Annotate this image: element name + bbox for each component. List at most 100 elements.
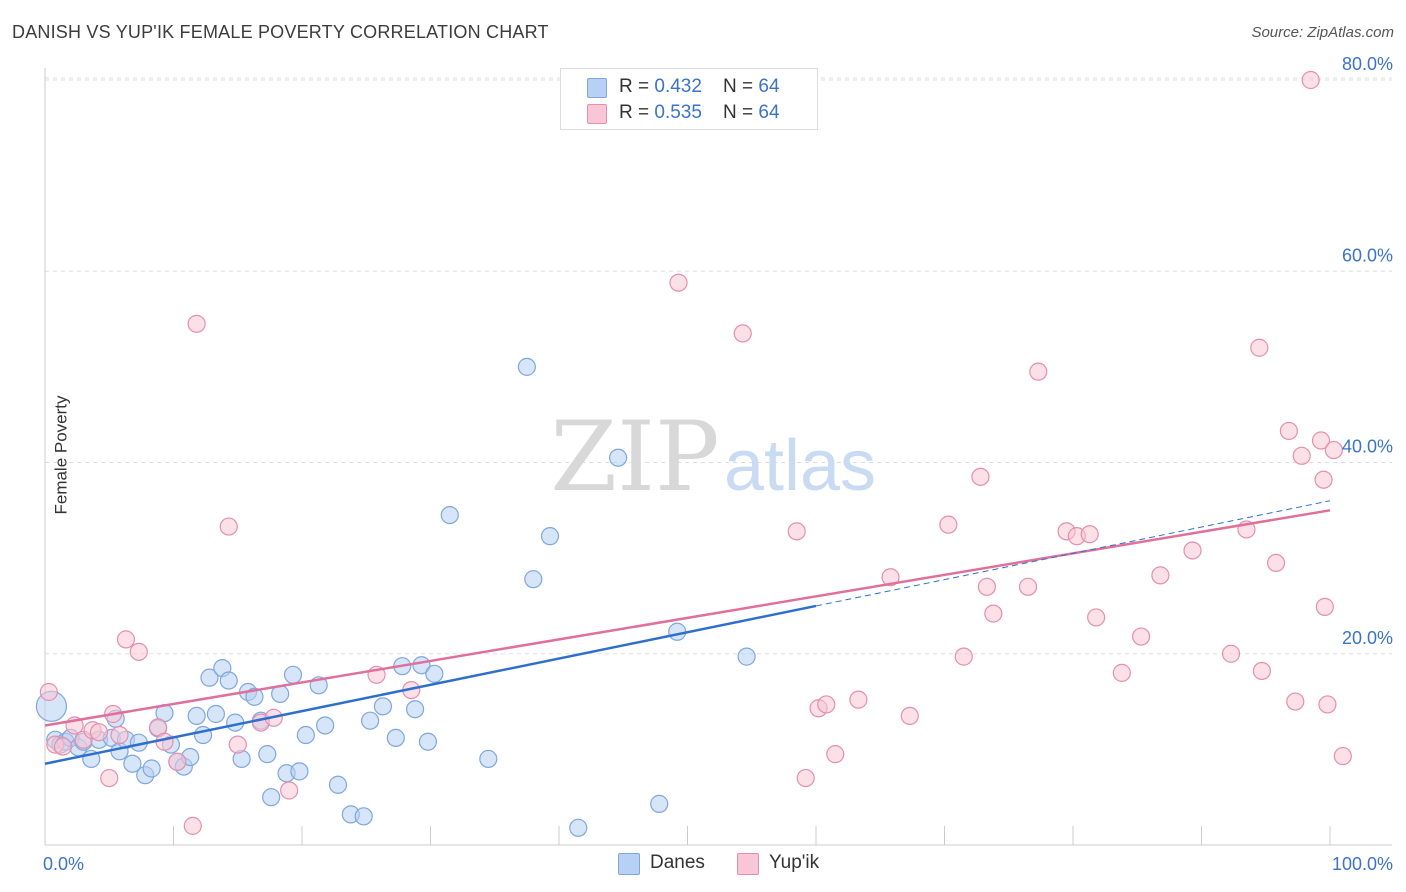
- yupik-legend-swatch: [737, 853, 759, 875]
- danes-n-value: 64: [758, 76, 780, 97]
- yupik-point: [1087, 608, 1106, 627]
- yupik-r-label: R =: [619, 102, 655, 123]
- danes-swatch: [587, 78, 607, 98]
- watermark: ZIP atlas: [550, 401, 876, 513]
- yupik-point: [733, 324, 752, 343]
- yupik-point: [1080, 525, 1099, 544]
- yupik-point: [849, 690, 868, 709]
- yupik-point: [971, 467, 990, 486]
- danes-point: [418, 732, 438, 751]
- yupik-point: [1286, 692, 1305, 711]
- yupik-point: [39, 682, 58, 702]
- danes-point: [316, 716, 335, 735]
- yupik-point: [110, 725, 129, 745]
- yupik-point: [116, 630, 136, 649]
- yupik-point: [1112, 663, 1131, 682]
- yupik-point: [53, 737, 73, 756]
- watermark-atlas: atlas: [724, 426, 876, 506]
- yupik-point: [984, 604, 1003, 623]
- yupik-point: [817, 695, 836, 714]
- yupik-point: [1318, 695, 1337, 714]
- danes-point: [737, 647, 756, 666]
- yupik-point: [900, 706, 919, 726]
- yupik-point: [939, 515, 958, 534]
- yupik-point: [219, 517, 238, 536]
- yupik-trend-line: [44, 509, 1331, 727]
- yupik-legend-label: Yup'ik: [769, 852, 820, 873]
- danes-point: [245, 687, 264, 706]
- danes-point: [425, 664, 444, 683]
- danes-point: [668, 622, 687, 641]
- yupik-n-value: 64: [758, 102, 780, 123]
- danes-point: [283, 665, 303, 684]
- danes-point: [123, 754, 142, 773]
- yupik-point: [1029, 362, 1048, 381]
- danes-point: [373, 697, 393, 716]
- yupik-point: [1018, 577, 1038, 596]
- danes-point: [440, 505, 459, 525]
- yupik-point: [796, 768, 815, 788]
- yupik-point: [881, 568, 900, 587]
- yupik-point: [1311, 431, 1331, 450]
- yupik-point: [280, 781, 299, 800]
- yupik-point: [1183, 541, 1202, 560]
- yupik-point: [1252, 661, 1271, 681]
- trend-lines: [44, 500, 1331, 765]
- yupik-point: [1333, 746, 1352, 766]
- yupik-point: [1266, 553, 1286, 573]
- danes-point: [609, 448, 628, 467]
- chart-title: DANISH VS YUP'IK FEMALE POVERTY CORRELAT…: [12, 22, 549, 42]
- danes-point: [328, 775, 348, 794]
- danes-r-label: R =: [619, 76, 655, 97]
- y-axis-label: Female Poverty: [51, 395, 71, 515]
- danes-point: [540, 527, 560, 546]
- yupik-point: [228, 735, 247, 754]
- danes-point: [142, 759, 161, 778]
- danes-point: [290, 762, 309, 781]
- yupik-point: [1221, 644, 1241, 663]
- danes-n-label: N =: [723, 76, 759, 97]
- yupik-point: [89, 723, 109, 742]
- y-tick-label-40: 40.0%: [1342, 437, 1393, 457]
- yupik-point: [977, 577, 997, 596]
- correlation-legend: R = 0.432 N = 64 R = 0.535 N = 64: [560, 68, 818, 130]
- danes-trend-line: [44, 604, 817, 765]
- yupik-point: [1301, 70, 1320, 90]
- yupik-point: [1315, 597, 1334, 616]
- yupik-point: [826, 745, 845, 764]
- danes-point: [206, 704, 226, 724]
- danes-point: [517, 357, 536, 376]
- yupik-point: [100, 768, 119, 788]
- danes-point: [200, 668, 219, 687]
- danes-trend-extension: [815, 500, 1331, 607]
- danes-point: [296, 725, 315, 745]
- yupik-n-label: N =: [723, 102, 759, 123]
- yupik-point: [669, 273, 688, 292]
- y-tick-label-20: 20.0%: [1342, 628, 1393, 648]
- danes-point: [386, 728, 405, 748]
- danes-r-value: 0.432: [654, 76, 702, 97]
- yupik-point: [187, 314, 206, 333]
- danes-legend-label: Danes: [650, 852, 705, 873]
- yupik-point: [129, 642, 148, 661]
- yupik-point: [1314, 470, 1333, 489]
- watermark-zip: ZIP: [550, 401, 719, 513]
- danes-point: [405, 700, 425, 719]
- yupik-point: [1292, 446, 1311, 465]
- danes-point: [262, 788, 281, 807]
- yupik-swatch: [587, 104, 607, 124]
- yupik-point: [1132, 627, 1151, 646]
- danes-point: [258, 745, 277, 764]
- source-label: Source: ZipAtlas.com: [1251, 24, 1394, 41]
- yupik-point: [183, 816, 202, 835]
- danes-point: [650, 794, 669, 813]
- yupik-point: [1279, 421, 1298, 441]
- danes-point: [187, 706, 206, 726]
- y-tick-label-80: 80.0%: [1342, 54, 1393, 74]
- danes-point: [219, 671, 238, 690]
- tick-labels: 20.0% 40.0% 60.0% 80.0% 0.0% 100.0%: [43, 54, 1393, 874]
- grid-lines: [45, 77, 1392, 655]
- yupik-point: [954, 647, 973, 666]
- x-tick-label-0: 0.0%: [43, 854, 84, 874]
